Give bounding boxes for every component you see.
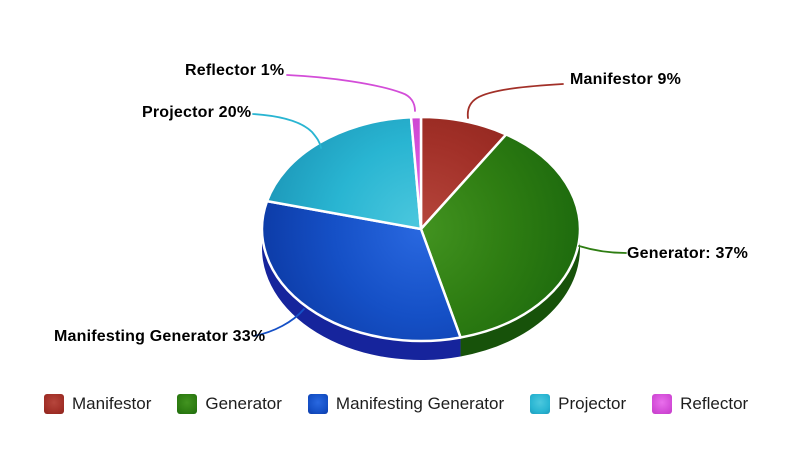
legend-swatch-manifestor-icon: [44, 394, 64, 414]
legend-item-manifesting-generator: Manifesting Generator: [307, 394, 505, 414]
legend-item-generator: Generator: [177, 394, 282, 414]
leader-line-generator: [578, 245, 627, 254]
legend-swatch-projector-icon: [530, 394, 551, 414]
callout-reflector: Reflector 1%: [185, 62, 285, 79]
leader-line-reflector: [286, 74, 416, 112]
leader-line-manifestor: [466, 83, 564, 119]
pie-slice-generator: [419, 133, 582, 339]
leader-line-projector: [252, 113, 322, 149]
callout-manifesting-generator: Manifesting Generator 33%: [54, 328, 266, 345]
legend-item-reflector: Reflector: [652, 394, 748, 414]
pie-slice-manifestor: [419, 115, 508, 231]
callout-generator: Generator: 37%: [627, 245, 749, 262]
legend-label-projector: Projector: [558, 394, 627, 413]
legend-item-projector: Projector: [530, 394, 626, 414]
legend-swatch-reflector-icon: [652, 394, 673, 414]
legend-label-manifesting-generator: Manifesting Generator: [335, 394, 505, 413]
legend-item-manifestor: Manifestor: [44, 394, 151, 414]
legend-swatch-generator-icon: [177, 394, 198, 414]
legend-swatch-manifesting-generator-icon: [307, 394, 328, 414]
pie-slice-manifesting-generator: [260, 199, 462, 343]
legend-label-manifestor: Manifestor: [72, 394, 152, 413]
leader-line-manifesting-generator: [253, 308, 305, 337]
legend-label-generator: Generator: [205, 394, 282, 413]
callout-manifestor: Manifestor 9%: [570, 71, 682, 88]
legend: Manifestor Generator Manifesting Generat…: [44, 394, 748, 414]
pie-rim-manifesting-generator: [262, 229, 461, 360]
pie-rim-generator: [460, 229, 580, 357]
legend-label-reflector: Reflector: [680, 394, 749, 413]
callout-projector: Projector 20%: [142, 104, 252, 121]
pie-slice-reflector: [409, 115, 423, 231]
